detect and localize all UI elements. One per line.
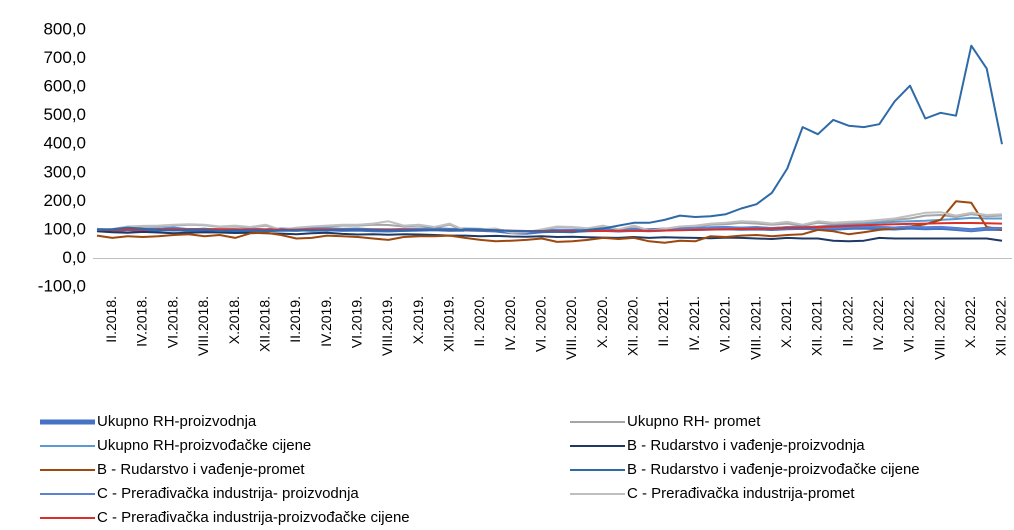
- x-tick-label: II. 2020.: [471, 296, 487, 347]
- x-tick-label: XII. 2021.: [809, 296, 825, 356]
- x-tick-label: VI.2018.: [164, 296, 180, 348]
- x-tick-label: II.2019.: [287, 296, 303, 343]
- x-tick-label: VIII.2018.: [195, 296, 211, 356]
- y-tick-label: 300,0: [43, 162, 86, 181]
- legend-label: C - Prerađivačka industrija-proizvođačke…: [97, 509, 410, 526]
- x-tick-label: IV.2018.: [134, 296, 150, 347]
- series-line: [96, 200, 1003, 244]
- x-tick-label: II. 2021.: [655, 296, 671, 347]
- series-line: [96, 44, 1003, 234]
- series-line: [96, 211, 1003, 234]
- legend-label: B - Rudarstvo i vađenje-proizvodnja: [627, 437, 865, 454]
- y-tick-label: 700,0: [43, 48, 86, 67]
- x-tick-label: VIII. 2022.: [931, 296, 947, 360]
- x-tick-label: X.2019.: [410, 296, 426, 344]
- y-tick-label: -100,0: [38, 276, 86, 295]
- y-tick-label: 400,0: [43, 134, 86, 153]
- x-tick-label: II. 2022.: [839, 296, 855, 347]
- x-tick-label: IV. 2021.: [686, 296, 702, 351]
- legend-label: Ukupno RH-proizvodnja: [97, 413, 257, 430]
- x-tick-label: VIII. 2021.: [747, 296, 763, 360]
- x-tick-label: VI. 2020.: [533, 296, 549, 352]
- x-tick-label: XII. 2020.: [625, 296, 641, 356]
- y-tick-label: 600,0: [43, 77, 86, 96]
- legend-label: B - Rudarstvo i vađenje-proizvođačke cij…: [627, 461, 920, 478]
- x-tick-label: XII.2019.: [440, 296, 456, 352]
- x-tick-label: X. 2021.: [778, 296, 794, 348]
- y-tick-label: 500,0: [43, 105, 86, 124]
- x-tick-label: VIII.2019.: [379, 296, 395, 356]
- x-tick-label: IV.2019.: [318, 296, 334, 347]
- legend-label: C - Prerađivačka industrija-promet: [627, 485, 855, 502]
- legend-label: C - Prerađivačka industrija- proizvodnja: [97, 485, 359, 502]
- y-tick-label: 100,0: [43, 219, 86, 238]
- x-tick-label: XII.2018.: [256, 296, 272, 352]
- x-tick-label: X. 2020.: [594, 296, 610, 348]
- x-tick-label: XII. 2022.: [993, 296, 1009, 356]
- legend-label: Ukupno RH-proizvođačke cijene: [97, 437, 311, 454]
- x-tick-label: VIII. 2020.: [563, 296, 579, 360]
- y-tick-label: 0,0: [62, 248, 86, 267]
- y-tick-label: 200,0: [43, 191, 86, 210]
- y-tick-label: 800,0: [43, 19, 86, 38]
- x-tick-label: IV. 2022.: [870, 296, 886, 351]
- x-tick-label: VI.2019.: [348, 296, 364, 348]
- legend-label: Ukupno RH- promet: [627, 413, 761, 430]
- legend-label: B - Rudarstvo i vađenje-promet: [97, 461, 305, 478]
- x-tick-label: II.2018.: [103, 296, 119, 343]
- x-tick-label: VI. 2022.: [901, 296, 917, 352]
- x-tick-label: X.2018.: [226, 296, 242, 344]
- x-tick-label: VI. 2021.: [717, 296, 733, 352]
- x-tick-label: X. 2022.: [962, 296, 978, 348]
- series-line: [96, 230, 1003, 243]
- x-tick-label: IV. 2020.: [502, 296, 518, 351]
